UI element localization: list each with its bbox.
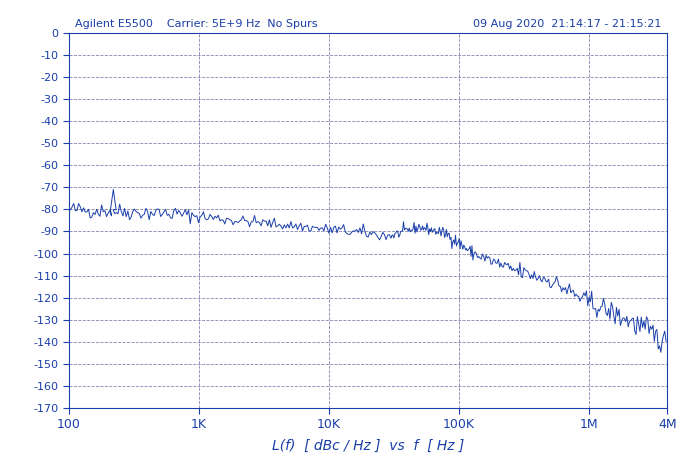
Text: 09 Aug 2020  21:14:17 - 21:15:21: 09 Aug 2020 21:14:17 - 21:15:21 (473, 19, 661, 29)
X-axis label: L(f)  [ dBc / Hz ]  vs  f  [ Hz ]: L(f) [ dBc / Hz ] vs f [ Hz ] (272, 439, 464, 453)
Text: Agilent E5500    Carrier: 5E+9 Hz  No Spurs: Agilent E5500 Carrier: 5E+9 Hz No Spurs (75, 19, 317, 29)
